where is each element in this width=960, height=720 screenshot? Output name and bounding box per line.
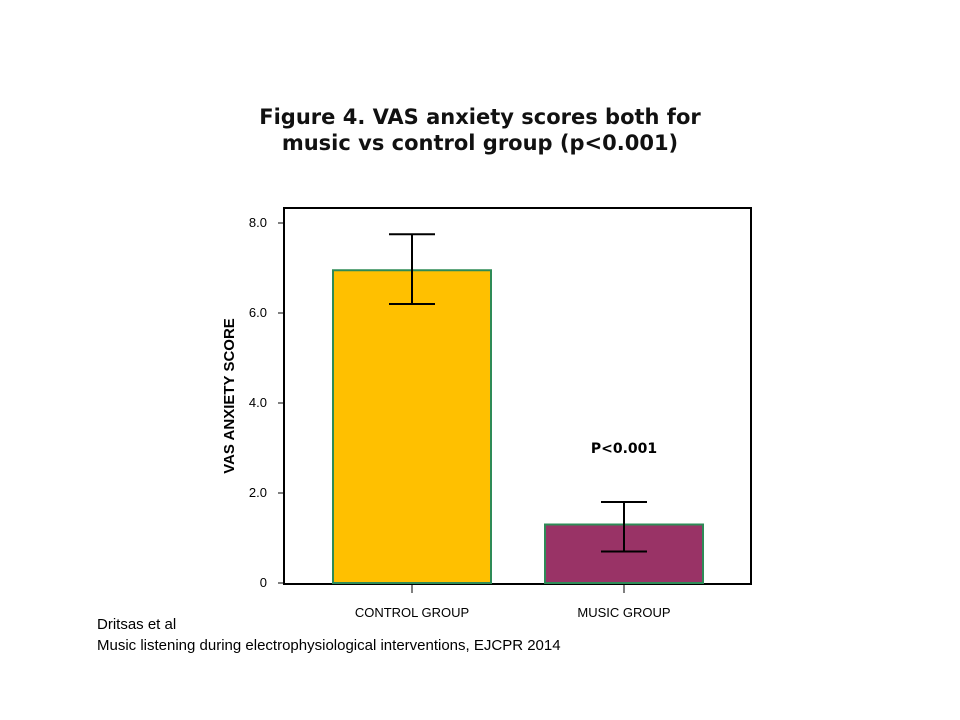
bar-control-group (332, 269, 492, 584)
chart-title-line-2: music vs control group (p<0.001) (281, 131, 679, 155)
source-caption: Dritsas et al Music listening during ele… (97, 614, 561, 656)
bars: P<0.001 (332, 233, 704, 584)
y-tick-label: 6.0 (249, 305, 267, 320)
plot-frame (283, 207, 752, 585)
caption-citation: Music listening during electrophysiologi… (97, 637, 561, 654)
y-axis: 0 2.0 4.0 6.0 8.0 (249, 215, 284, 590)
y-axis-label: VAS ANXIETY SCORE (221, 318, 238, 474)
y-tick-label: 4.0 (249, 395, 267, 410)
chart-title: Figure 4. VAS anxiety scores both for mu… (180, 104, 780, 156)
y-tick-label: 0 (260, 575, 267, 590)
chart-title-line-1: Figure 4. VAS anxiety scores both for (259, 105, 701, 129)
y-tick-label: 8.0 (249, 215, 267, 230)
x-tick-label: CONTROL GROUP (355, 605, 469, 620)
y-tick-label: 2.0 (249, 485, 267, 500)
caption-authors: Dritsas et al (97, 616, 177, 633)
significance-annotation: P<0.001 (591, 441, 657, 457)
x-tick-label: MUSIC GROUP (577, 605, 670, 620)
x-axis: CONTROL GROUP MUSIC GROUP (355, 585, 671, 620)
